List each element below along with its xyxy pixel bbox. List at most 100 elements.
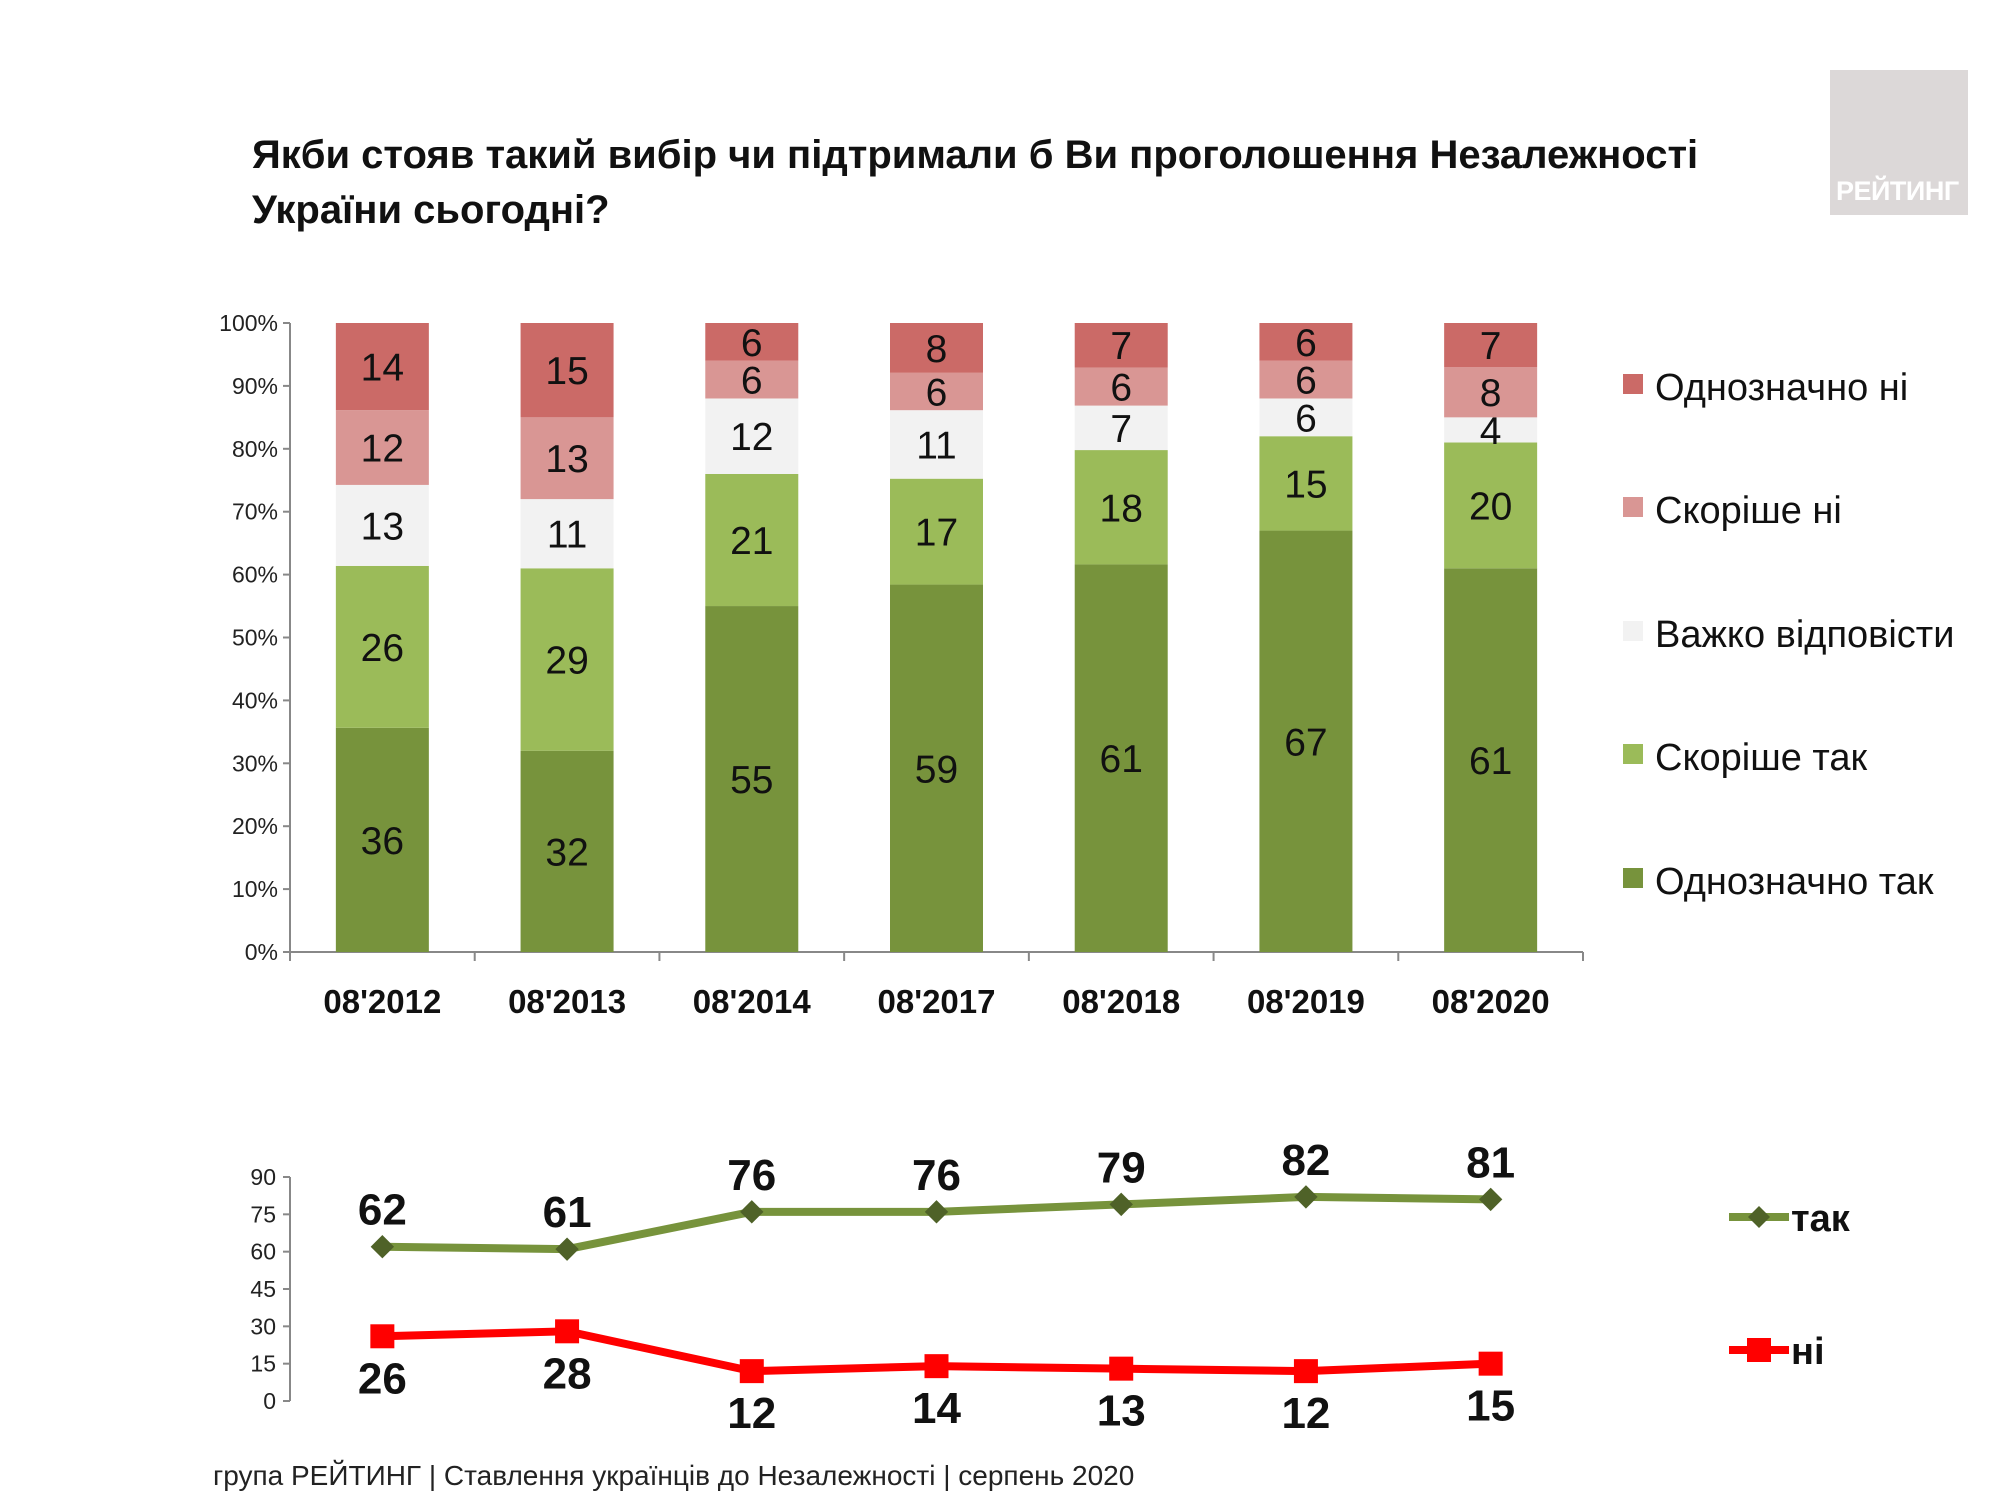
bar-data-label: 6	[741, 360, 763, 403]
bar-segment	[1074, 450, 1168, 565]
line-data-label: 81	[1466, 1138, 1515, 1187]
legend-swatch	[1623, 621, 1643, 641]
y-tick-label: 10%	[232, 876, 278, 902]
legend-label: Скоріше ні	[1655, 490, 1842, 532]
bar-data-label: 7	[1480, 325, 1502, 368]
bar-segment	[1074, 367, 1168, 406]
bar-data-label: 59	[915, 748, 958, 791]
bar-data-label: 6	[1295, 322, 1317, 365]
bar-data-label: 8	[1480, 372, 1502, 415]
bar-data-label: 14	[361, 347, 404, 390]
diamond-marker	[1294, 1185, 1318, 1209]
x-tick-label: 08'2014	[693, 983, 812, 1020]
bar-data-label: 7	[1110, 408, 1132, 451]
rating-logo: РЕЙТИНГ	[1830, 70, 1968, 215]
bar-segment	[1444, 568, 1538, 952]
bar-data-label: 13	[545, 438, 588, 481]
chart-title: Якби стояв такий вибір чи підтримали б В…	[252, 133, 1699, 232]
bar-segment	[890, 410, 983, 479]
line-y-tick-label: 90	[250, 1164, 276, 1190]
bar-data-label: 18	[1100, 487, 1143, 530]
bar-data-label: 6	[1110, 367, 1132, 410]
line-data-label: 12	[727, 1389, 776, 1438]
bar-data-label: 6	[741, 322, 763, 365]
bar-data-label: 15	[545, 350, 588, 393]
bar-segment	[890, 372, 983, 411]
bar-data-label: 12	[730, 416, 773, 459]
legend-swatch	[1623, 868, 1643, 888]
square-marker	[555, 1319, 580, 1344]
legend-label: Важко відповісти	[1655, 614, 1954, 656]
legend-label: Однозначно так	[1655, 861, 1934, 903]
bar-data-label: 61	[1469, 740, 1512, 783]
bar-segment	[1259, 398, 1353, 437]
square-marker	[1478, 1351, 1503, 1376]
bar-data-label: 6	[1295, 360, 1317, 403]
y-tick-label: 70%	[232, 499, 278, 525]
line-data-label: 62	[358, 1186, 407, 1235]
line-data-label: 13	[1097, 1387, 1146, 1436]
line-y-tick-label: 45	[250, 1276, 276, 1302]
legend-square-marker	[1747, 1338, 1771, 1362]
y-tick-label: 90%	[232, 373, 278, 399]
y-tick-label: 0%	[245, 939, 278, 965]
bar-segment	[1259, 436, 1353, 531]
x-tick-label: 08'2017	[878, 983, 996, 1020]
line-y-tick-label: 60	[250, 1239, 276, 1265]
legend-diamond-marker	[1748, 1206, 1770, 1228]
legend-label: Скоріше так	[1655, 737, 1867, 779]
bar-data-label: 21	[730, 520, 773, 563]
line-data-label: 76	[912, 1151, 961, 1200]
bar-data-label: 67	[1284, 721, 1327, 764]
bar-segment	[705, 473, 799, 607]
legend-swatch	[1623, 374, 1643, 394]
legend-swatch	[1623, 744, 1643, 764]
bar-segment	[1074, 323, 1168, 368]
bar-segment	[890, 323, 983, 373]
y-tick-label: 60%	[232, 562, 278, 588]
y-tick-label: 50%	[232, 625, 278, 651]
x-tick-label: 08'2018	[1062, 983, 1180, 1020]
legend-swatch	[1623, 497, 1643, 517]
line-y-tick-label: 15	[250, 1351, 276, 1377]
bar-segment	[520, 750, 614, 952]
bar-data-label: 7	[1110, 325, 1132, 368]
line-data-label: 61	[543, 1188, 592, 1237]
line-data-label: 14	[912, 1384, 961, 1433]
bar-data-label: 8	[926, 328, 948, 371]
bar-segment	[1259, 530, 1353, 952]
line-data-label: 15	[1466, 1382, 1515, 1431]
bar-segment	[890, 584, 983, 952]
diamond-marker	[1478, 1187, 1503, 1212]
bar-data-label: 61	[1100, 738, 1143, 781]
bar-segment	[1074, 564, 1168, 952]
bar-segment	[520, 323, 614, 418]
square-marker	[924, 1354, 949, 1379]
bar-segment	[1444, 367, 1538, 418]
bar-data-label: 36	[361, 820, 404, 863]
line-data-label: 76	[727, 1151, 776, 1200]
bar-data-label: 12	[361, 428, 404, 471]
line-data-label: 26	[358, 1354, 407, 1403]
y-tick-label: 30%	[232, 750, 278, 776]
y-tick-label: 40%	[232, 687, 278, 713]
square-marker	[1293, 1359, 1318, 1384]
bar-data-label: 13	[361, 505, 404, 548]
bar-data-label: 17	[915, 512, 958, 555]
bar-segment	[335, 484, 429, 566]
x-tick-label: 08'2013	[508, 983, 626, 1020]
bar-segment	[335, 323, 429, 411]
line-data-label: 82	[1281, 1136, 1330, 1185]
bar-segment	[1259, 360, 1353, 399]
square-marker	[739, 1359, 764, 1384]
square-marker	[1109, 1356, 1134, 1381]
line-data-label: 79	[1097, 1143, 1146, 1192]
x-tick-label: 08'2019	[1247, 983, 1365, 1020]
line-legend-label: так	[1791, 1198, 1851, 1240]
diamond-marker	[1109, 1192, 1133, 1217]
line-data-label: 28	[543, 1349, 592, 1398]
footer-text: група РЕЙТИНГ | Ставлення українців до Н…	[213, 1460, 1135, 1491]
bar-segment	[335, 727, 429, 952]
bar-segment	[1444, 323, 1538, 368]
